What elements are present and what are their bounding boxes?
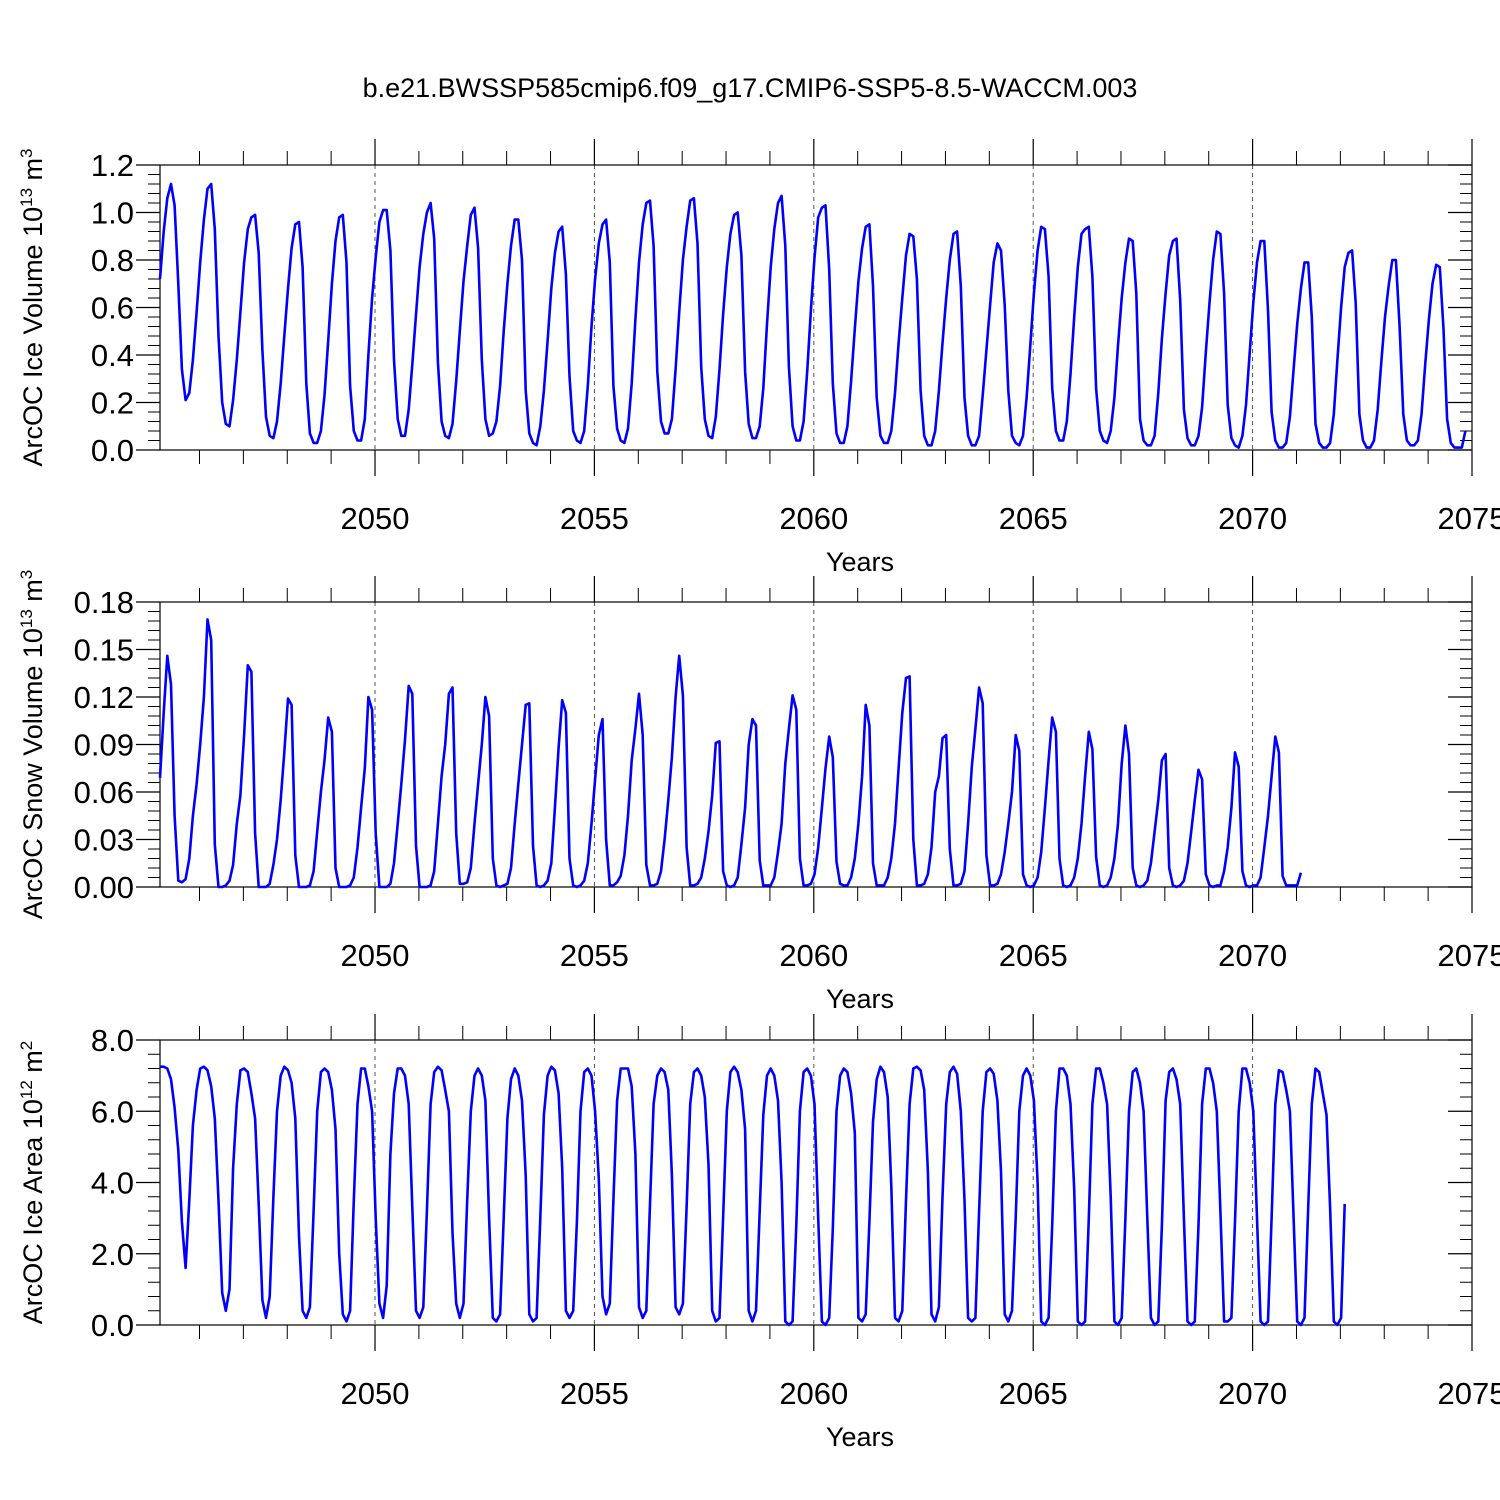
y-tick-label: 8.0 <box>91 1023 134 1058</box>
y-axis-title-unit-exponent: 3 <box>17 148 36 157</box>
y-axis-title: ArcOC Ice Area 1012 m2 <box>17 1041 48 1325</box>
y-tick-label: 0.09 <box>74 728 134 763</box>
y-tick-label: 0.18 <box>74 585 134 620</box>
x-tick-label: 2060 <box>779 938 848 973</box>
x-tick-label: 2055 <box>560 501 629 536</box>
panel-ice-area: 2050 2055 2060 2065 2070 2075 0.0 2.0 4.0 6.0 8.0 Y… <box>17 1014 1500 1452</box>
y-tick-label: 2.0 <box>91 1237 134 1272</box>
y-tick-label: 0.00 <box>74 870 134 905</box>
y-axis-title-main: ArcOC Ice Area 10 <box>18 1099 48 1324</box>
plot-frame <box>159 1039 1473 1326</box>
y-axis-title-unit: m <box>18 158 48 188</box>
y-tick-label: 0.15 <box>74 633 134 668</box>
y-tick-label: 1.0 <box>91 196 134 231</box>
x-tick-label: 2050 <box>341 938 410 973</box>
x-tick-label: 2050 <box>341 501 410 536</box>
x-tick-label: 2075 <box>1438 1376 1500 1411</box>
panel-ice-volume: 2050 2055 2060 2065 2070 2075 0.0 0.2 0.4 0.6 0.8 1… <box>17 139 1500 577</box>
x-tick-label: 2055 <box>560 938 629 973</box>
x-tick-label: 2065 <box>999 938 1068 973</box>
y-axis-title-unit-exponent: 2 <box>17 1041 36 1050</box>
y-tick-label: 1.2 <box>91 148 134 183</box>
y-axis-title-unit: m <box>18 579 48 609</box>
y-axis-title-unit-exponent: 3 <box>17 570 36 579</box>
y-axis-title-main: ArcOC Ice Volume 10 <box>18 207 48 467</box>
ice-volume-series-line <box>158 182 1467 449</box>
y-tick-label: 0.06 <box>74 775 134 810</box>
y-axis-title: ArcOC Snow Volume 1013 m3 <box>17 570 48 920</box>
x-tick-label: 2060 <box>779 1376 848 1411</box>
x-axis-title: Years <box>826 1422 894 1452</box>
x-tick-label: 2050 <box>341 1376 410 1411</box>
x-tick-label: 2055 <box>560 1376 629 1411</box>
y-tick-label: 0.0 <box>91 433 134 468</box>
y-axis-title: ArcOC Ice Volume 1013 m3 <box>17 148 48 466</box>
x-tick-label: 2060 <box>779 501 848 536</box>
y-tick-label: 0.4 <box>91 338 134 373</box>
y-tick-label: 0.12 <box>74 680 134 715</box>
y-axis-title-unit: m <box>18 1050 48 1080</box>
x-tick-label: 2065 <box>999 1376 1068 1411</box>
y-axis-title-exponent: 13 <box>17 609 36 628</box>
x-axis-title: Years <box>826 984 894 1014</box>
y-tick-label: 4.0 <box>91 1166 134 1201</box>
y-tick-label: 0.03 <box>74 823 134 858</box>
x-tick-label: 2075 <box>1438 938 1500 973</box>
x-tick-label: 2070 <box>1218 501 1287 536</box>
y-tick-label: 6.0 <box>91 1094 134 1129</box>
y-tick-label: 0.0 <box>91 1308 134 1343</box>
plot-frame <box>159 601 1473 888</box>
y-axis-title-main: ArcOC Snow Volume 10 <box>18 628 48 919</box>
y-tick-label: 0.6 <box>91 291 134 326</box>
y-axis-title-exponent: 13 <box>17 188 36 207</box>
y-axis-title-exponent: 12 <box>17 1080 36 1099</box>
y-tick-label: 0.8 <box>91 243 134 278</box>
x-tick-label: 2070 <box>1218 1376 1287 1411</box>
plot-frame <box>159 164 1473 451</box>
x-tick-label: 2065 <box>999 501 1068 536</box>
x-axis-title: Years <box>826 547 894 577</box>
snow-volume-series-line <box>158 618 1303 889</box>
x-tick-label: 2070 <box>1218 938 1287 973</box>
x-tick-label: 2075 <box>1438 501 1500 536</box>
y-tick-label: 0.2 <box>91 386 134 421</box>
panel-snow-volume: 2050 2055 2060 2065 2070 2075 0.00 0.03 0.06 0.09… <box>17 570 1500 1014</box>
figure-title: b.e21.BWSSP585cmip6.f09_g17.CMIP6-SSP5-8… <box>363 73 1138 103</box>
ice-area-series-line <box>160 1065 1346 1327</box>
